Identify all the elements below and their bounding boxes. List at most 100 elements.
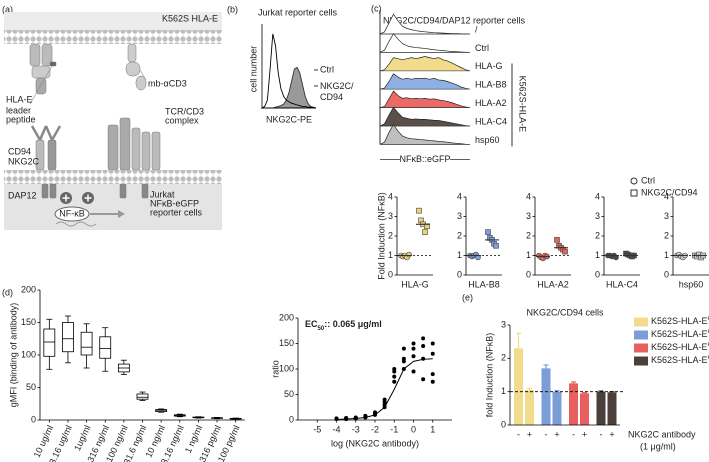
y-tick-label: 1 bbox=[457, 250, 462, 260]
pointer-line bbox=[139, 69, 147, 81]
diagram-shape bbox=[35, 77, 47, 95]
dna bbox=[55, 221, 97, 227]
bar bbox=[514, 348, 523, 425]
histogram-ridge bbox=[379, 90, 471, 108]
receptor-arm bbox=[38, 125, 48, 141]
legend-swatch bbox=[634, 356, 648, 366]
box bbox=[80, 331, 93, 356]
y-tick-label: 4 bbox=[595, 191, 600, 201]
diagram-label: NKG2C bbox=[8, 156, 40, 166]
panel-label: (b) bbox=[227, 4, 238, 14]
ec50-annotation: EC50:: 0.065 μg/ml bbox=[305, 319, 382, 331]
ec50-sub: 50 bbox=[318, 326, 325, 332]
x-tick-label: - bbox=[600, 429, 603, 439]
diagram-shape bbox=[119, 117, 131, 171]
data-point bbox=[411, 354, 416, 359]
data-point bbox=[401, 346, 406, 351]
data-point bbox=[422, 229, 428, 235]
x-tick-label: + bbox=[582, 429, 587, 439]
x-tick-label: + bbox=[554, 429, 559, 439]
x-tick-label: 1 bbox=[430, 424, 435, 434]
data-point bbox=[416, 207, 422, 214]
legend-sup: HLA-B8 bbox=[708, 329, 709, 335]
panel-label: (e) bbox=[462, 292, 473, 302]
y-tick-label: 3 bbox=[526, 211, 531, 221]
diagram-label: K562S HLA-E bbox=[162, 13, 218, 23]
y-tick-label: 2 bbox=[388, 230, 393, 240]
y-tick-label: 4 bbox=[526, 191, 531, 201]
y-axis-label: gMFI (binding of antibody) bbox=[8, 303, 18, 408]
x-tick-label: HLA-C4 bbox=[606, 279, 638, 289]
diagram-shape bbox=[119, 183, 127, 199]
histogram-ridge bbox=[379, 56, 471, 72]
y-tick-label: 100 bbox=[279, 363, 294, 373]
x-tick-label: -2 bbox=[371, 424, 379, 434]
data-point bbox=[430, 372, 435, 377]
y-tick-label: 4 bbox=[388, 191, 393, 201]
bar bbox=[580, 393, 589, 425]
x-tick-label: + bbox=[609, 429, 614, 439]
data-point bbox=[411, 369, 416, 374]
diagram-label: DAP12 bbox=[8, 190, 37, 200]
x-tick-label: - bbox=[517, 429, 520, 439]
data-point bbox=[382, 397, 387, 402]
y-tick-label: 3 bbox=[457, 211, 462, 221]
data-point bbox=[382, 402, 387, 407]
y-tick-label: 1 bbox=[501, 386, 506, 396]
y-tick-label: 3 bbox=[388, 211, 393, 221]
data-point bbox=[353, 416, 358, 421]
ridge-label: / bbox=[475, 24, 478, 34]
diagram-shape bbox=[31, 65, 51, 79]
bar bbox=[607, 392, 617, 425]
diagram-label: Jurkat bbox=[150, 189, 175, 199]
ec50-rest: :: 0.065 μg/ml bbox=[324, 319, 382, 329]
x-axis-label: log (NKG2C antibody) bbox=[331, 438, 419, 448]
diagram-shape bbox=[47, 139, 57, 171]
y-tick-label: 3 bbox=[664, 211, 669, 221]
legend-swatch bbox=[634, 343, 648, 353]
legend-name: K562S-HLA-E bbox=[651, 316, 708, 326]
x-tick-label: HLA-G bbox=[401, 279, 429, 289]
data-point bbox=[430, 341, 435, 346]
diagram-shape bbox=[49, 61, 57, 67]
x-axis-label: NKG2C antibody bbox=[628, 429, 696, 439]
diagram-shape bbox=[151, 131, 161, 171]
legend-marker bbox=[630, 189, 638, 197]
y-tick-label: 50 bbox=[26, 382, 36, 392]
y-tick-label: 0 bbox=[526, 269, 531, 279]
diagram-label: NF-κB bbox=[59, 208, 85, 218]
data-point bbox=[363, 413, 368, 418]
diagram-label: HLA-E bbox=[6, 94, 33, 104]
histogram-ridge bbox=[379, 13, 471, 35]
legend-sup: HLA-C4 bbox=[708, 355, 709, 361]
y-tick-label: 0 bbox=[457, 269, 462, 279]
legend-swatch bbox=[634, 330, 648, 340]
y-tick-label: 3 bbox=[501, 319, 506, 329]
data-point bbox=[392, 379, 397, 384]
y-tick-label: 1 bbox=[388, 250, 393, 260]
data-point bbox=[411, 346, 416, 351]
x-tick-label: -3 bbox=[352, 424, 360, 434]
arrow-head bbox=[118, 210, 125, 218]
y-tick-label: 150 bbox=[279, 338, 294, 348]
legend-marker bbox=[630, 177, 638, 185]
y-axis-label: Fold Induction (NFκB) bbox=[376, 192, 386, 280]
x-tick-label: HLA-A2 bbox=[537, 279, 569, 289]
receptor-arm bbox=[30, 125, 42, 141]
y-tick-label: 200 bbox=[21, 284, 36, 294]
y-axis-label: ratio bbox=[270, 360, 280, 378]
cell-membrane bbox=[4, 170, 222, 184]
diagram-shape bbox=[125, 61, 141, 77]
y-tick-label: 2 bbox=[664, 230, 669, 240]
receptor-arm bbox=[44, 125, 54, 141]
bar bbox=[596, 391, 606, 425]
diagram-label: reporter cells bbox=[150, 207, 203, 217]
y-tick-label: 0 bbox=[595, 269, 600, 279]
legend-label: NKG2C/CD94 bbox=[641, 187, 698, 197]
cell-membrane bbox=[4, 30, 222, 44]
pointer-line bbox=[29, 65, 53, 105]
x-tick-label: 0 bbox=[411, 424, 416, 434]
x-tick-label: 1ug/ml bbox=[72, 424, 92, 453]
